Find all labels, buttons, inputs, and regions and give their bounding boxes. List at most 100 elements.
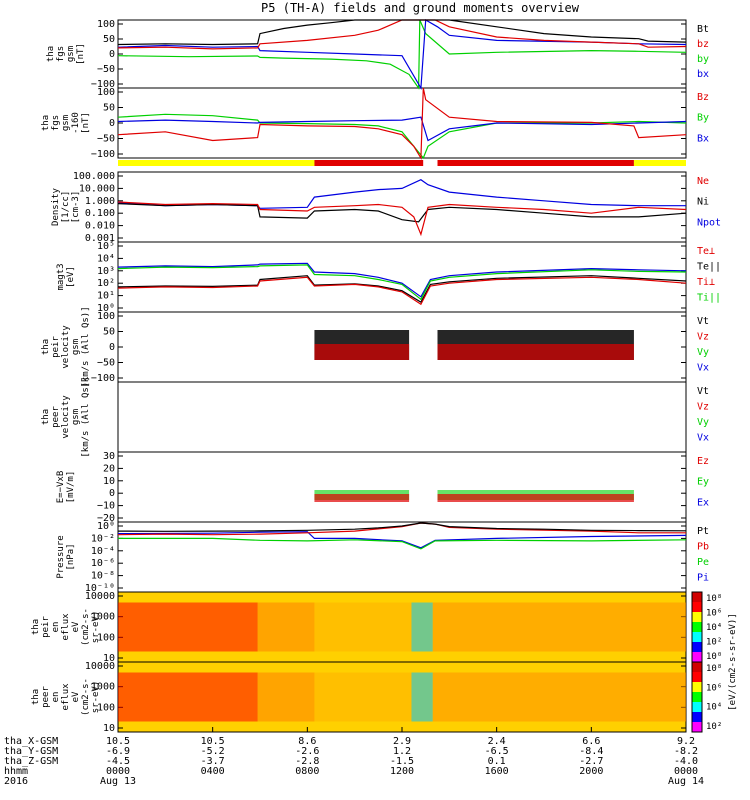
y-axis-title: [nPa] [66,543,76,570]
legend-entry: Vt [697,316,709,327]
x-tick-label: 2000 [579,766,603,777]
y-axis-title: velocity [61,395,71,439]
y-axis-title: sr-eV) [91,611,101,644]
y-axis-title: peer [41,686,51,708]
y-axis-title: magt3 [56,263,66,290]
colorbar-cell [692,682,702,692]
colorbar-tick-label: 10⁶ [706,609,722,619]
trace-pt [117,522,687,532]
y-tick-label: −100 [91,373,115,384]
x-tick-label: -2.6 [295,746,319,757]
y-tick-label: 10² [97,278,115,289]
y-tick-label: −100 [91,79,115,90]
colorbar-cell [692,632,702,642]
y-tick-label: 10000 [85,591,115,602]
efield-band [437,494,634,502]
y-axis-title: fgs [56,46,66,62]
y-tick-label: 30 [103,451,115,462]
legend-entry: Vz [697,332,709,343]
y-axis-title: tha [41,115,51,131]
y-tick-label: 10⁻⁸ [91,571,115,582]
spectrogram-band [257,672,315,722]
legend-entry: Ez [697,456,709,467]
trace-te-perp [117,276,687,306]
y-axis-title: tha [31,689,41,705]
y-tick-label: 100.000 [73,171,115,182]
legend-entry: Vt [697,386,709,397]
colorbar-tick-label: 10⁸ [706,664,722,674]
legend-entry: Pb [697,542,709,553]
y-tick-label: 1.000 [85,196,115,207]
y-tick-label: −50 [97,64,115,75]
y-axis-title: tha [31,619,41,635]
legend-entry: By [697,113,709,124]
y-axis-title: [nT] [81,112,91,134]
y-tick-label: 10000 [85,661,115,672]
legend-entry: Bx [697,133,709,144]
y-tick-label: 50 [103,34,115,45]
y-tick-label: 10⁴ [97,253,115,264]
x-tick-label: -1.5 [390,756,414,767]
colorbar-frame [691,661,703,733]
colorbar-cell [692,592,702,602]
spectrogram-band [432,672,686,722]
legend-entry: by [697,54,709,65]
x-tick-label: -2.7 [579,756,603,767]
y-tick-label: 10⁵ [97,241,115,252]
y-tick-label: 100 [97,702,115,713]
y-tick-label: −100 [91,149,115,160]
panel-frame [117,521,687,593]
y-axis-title: -160 [71,112,81,134]
legend-entry: Pi [697,573,709,584]
y-tick-label: 50 [103,327,115,338]
x-tick-label: 0800 [295,766,319,777]
trace-ti-par [117,264,687,301]
legend-entry: Vx [697,363,709,374]
colorbar-cell [692,662,702,672]
y-axis-title: gsm [71,339,81,355]
y-tick-label: 100 [97,87,115,98]
y-tick-label: −50 [97,134,115,145]
y-axis-title: [cm-3] [71,191,81,224]
legend-entry: Ti|| [697,293,721,304]
x-tick-label: -5.2 [201,746,225,757]
y-axis-title: E=−VxB [56,471,66,504]
y-tick-label: 0.010 [85,221,115,232]
legend-entry: Ey [697,477,709,488]
y-axis-title: tha [46,46,56,62]
legend-entry: Ti⊥ [697,277,715,288]
colorbar-tick-label: 10⁴ [706,623,722,633]
y-axis-title: Pressure [56,535,66,578]
y-tick-label: 0.001 [85,233,115,244]
y-axis-title: [1/cc] [61,191,71,224]
x-tick-label: 10.5 [201,736,225,747]
y-tick-label: 50 [103,103,115,114]
y-tick-label: 100 [97,311,115,322]
y-axis-title: (cm2-s- [81,608,91,646]
legend-entry: bz [697,39,709,50]
y-tick-label: 20 [103,463,115,474]
y-axis-title: [km/s (All Qs)] [81,376,91,457]
x-tick-label: 1.2 [393,746,411,757]
panel-frame [117,19,687,89]
y-tick-label: 0 [109,342,115,353]
colorbar-tick-label: 10⁶ [706,683,722,693]
spectrogram-band [314,602,412,652]
x-tick-label: -3.7 [201,756,225,767]
x-tick-label: -4.0 [674,756,698,767]
y-tick-label: 10 [103,723,115,734]
y-tick-label: 100 [97,632,115,643]
colorbar-cell [692,702,702,712]
x-tick-label: -8.2 [674,746,698,757]
x-tick-label: 0.1 [488,756,506,767]
y-axis-title: en [51,692,61,703]
y-axis-title: peir [41,616,51,638]
legend-entry: Ni [697,197,709,208]
trace-Bz [117,87,687,161]
legend-entry: Te⊥ [697,246,715,257]
trace-ne [117,201,687,237]
y-tick-label: 10⁰ [97,521,115,532]
legend-entry: Vy [697,417,709,428]
